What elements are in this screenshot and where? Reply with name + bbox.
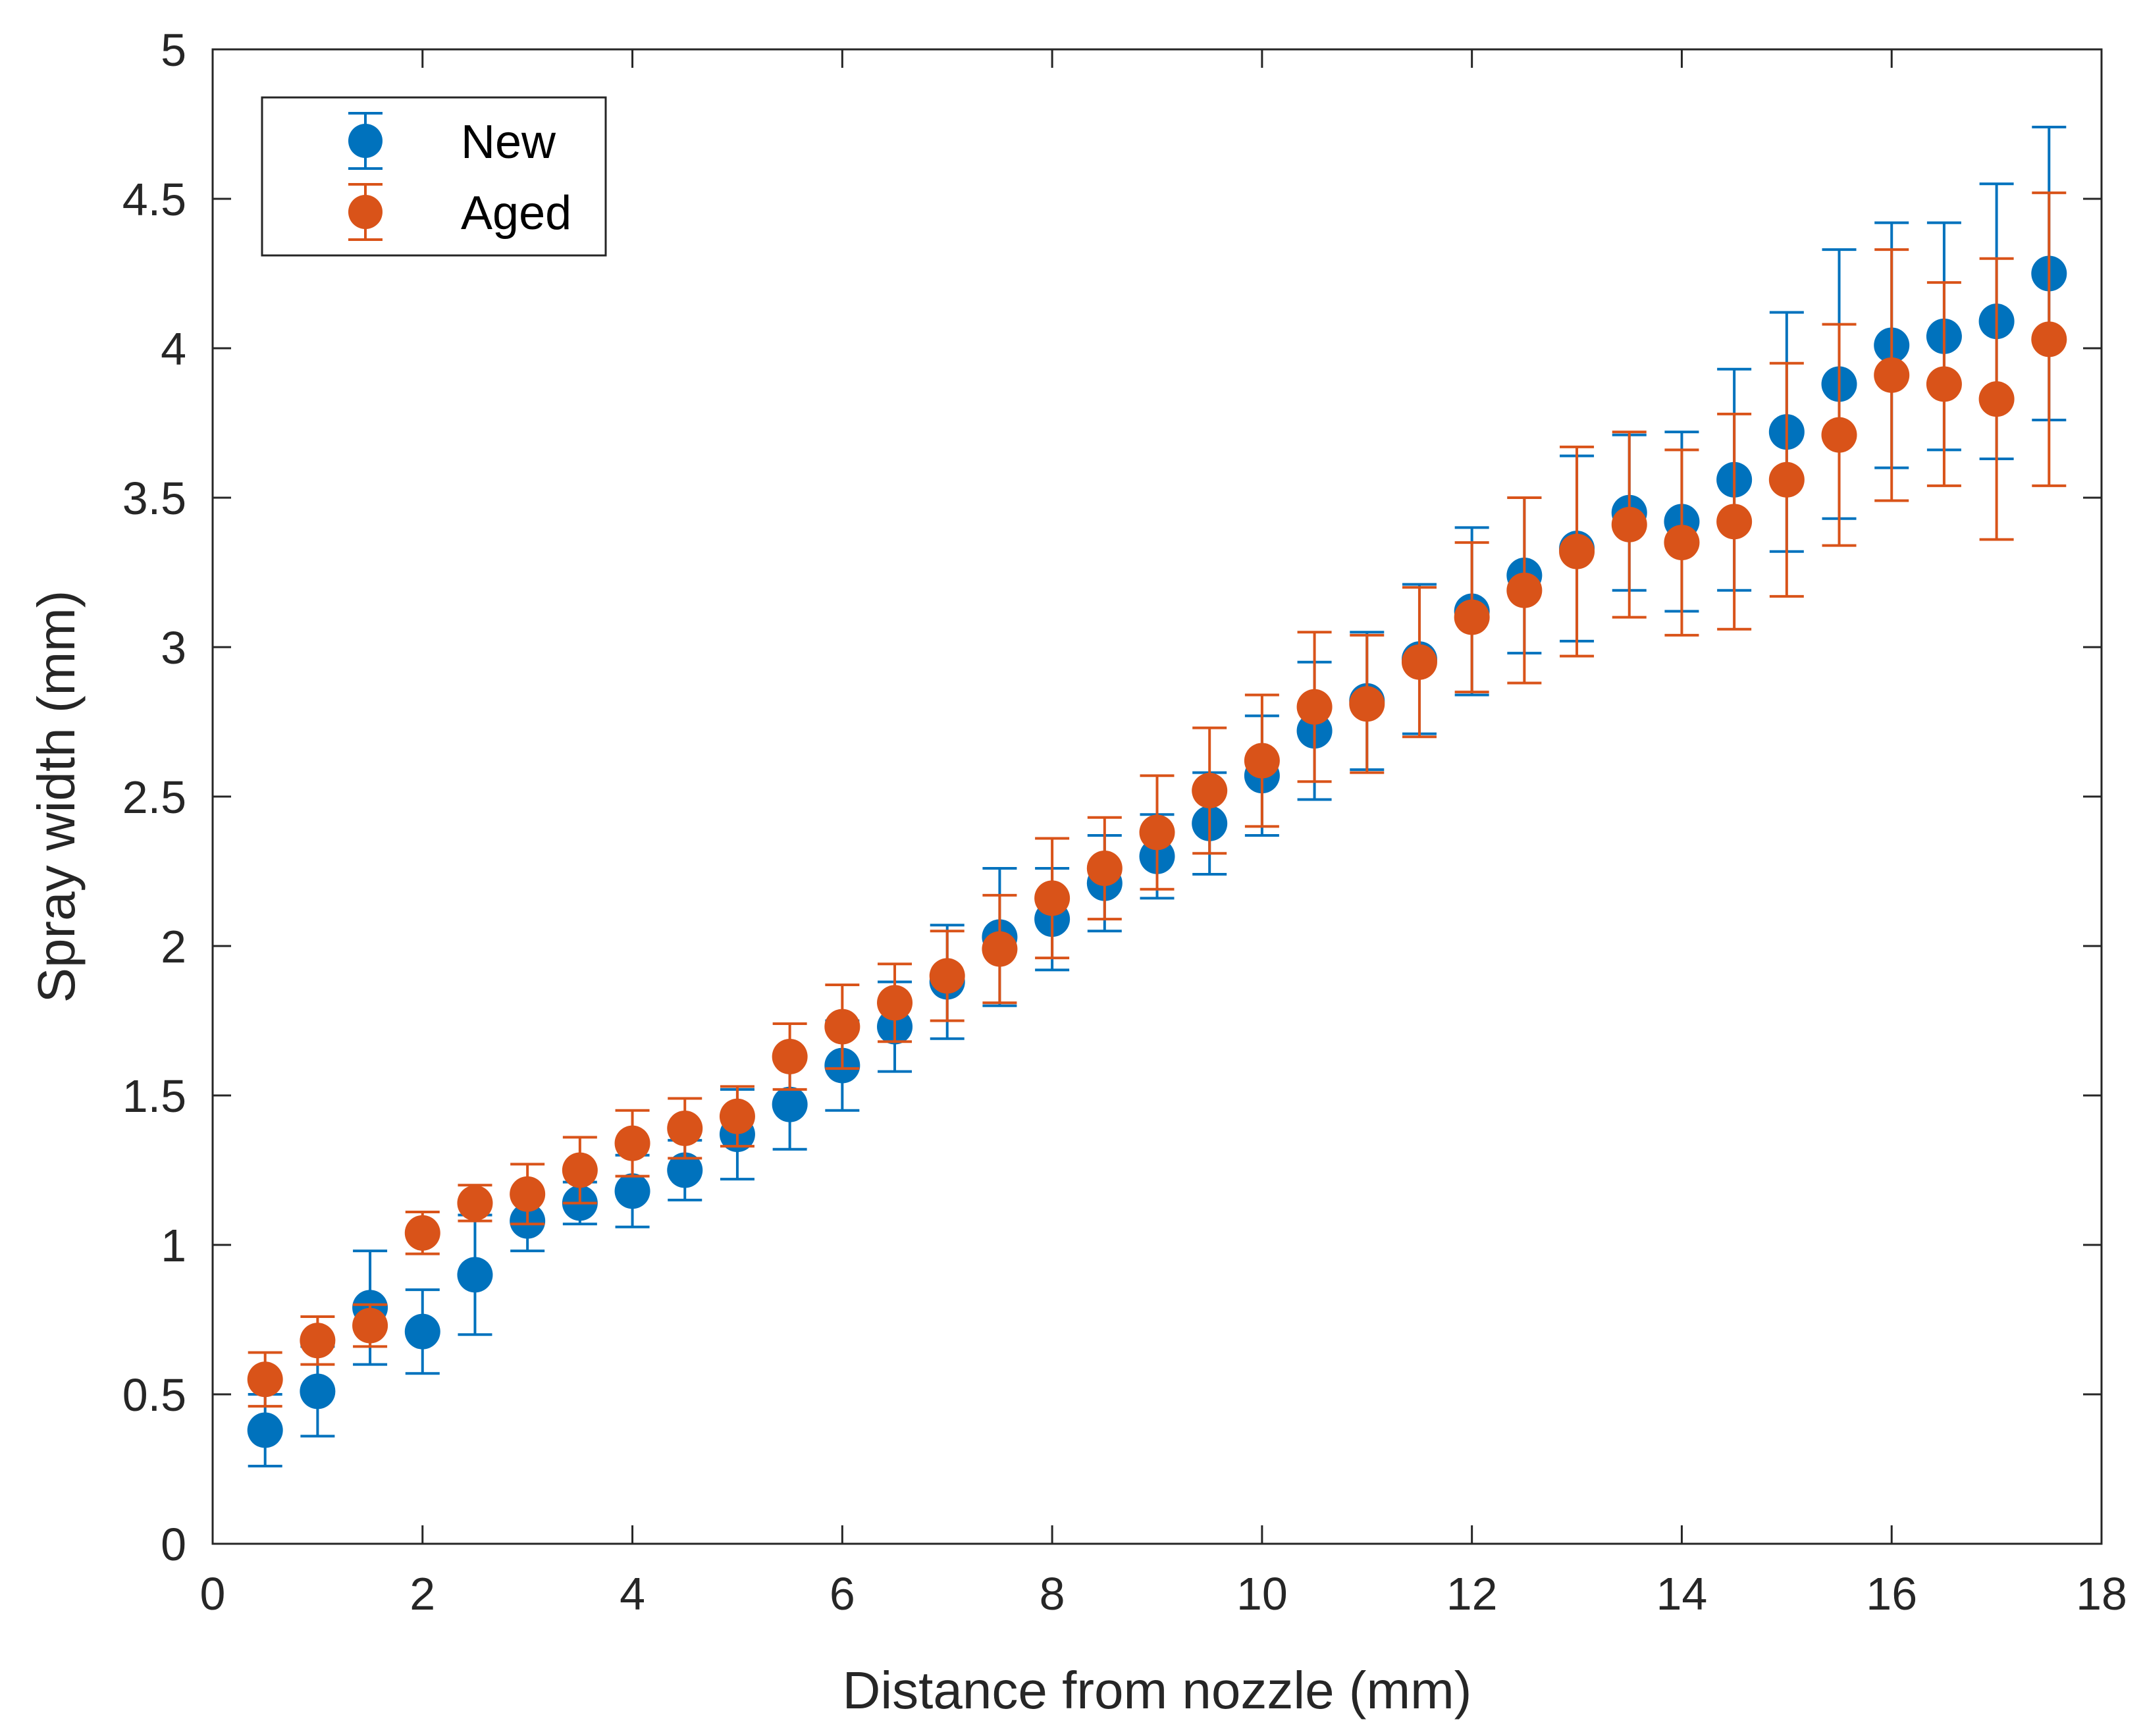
data-point <box>247 1412 283 1448</box>
data-point <box>772 1038 808 1074</box>
data-point <box>929 958 965 994</box>
data-point <box>614 1125 650 1161</box>
data-point <box>457 1257 493 1293</box>
y-tick-label: 3.5 <box>122 473 186 524</box>
data-point <box>1768 461 1805 498</box>
y-axis-label: Spray width (mm) <box>27 591 86 1003</box>
data-point <box>667 1152 703 1188</box>
data-point <box>1244 743 1280 779</box>
y-tick-label: 0.5 <box>122 1369 186 1421</box>
data-point <box>404 1215 440 1251</box>
legend-marker <box>348 124 383 158</box>
data-point <box>1139 814 1175 851</box>
data-point <box>562 1152 598 1188</box>
data-point <box>300 1373 336 1409</box>
data-point <box>772 1086 808 1122</box>
data-point <box>1086 850 1123 886</box>
legend-label-aged: Aged <box>461 187 571 240</box>
y-tick-label: 4.5 <box>122 174 186 225</box>
data-point <box>1296 689 1333 725</box>
data-point <box>1559 533 1595 569</box>
data-point <box>510 1176 546 1212</box>
data-point <box>1401 644 1437 680</box>
x-tick-label: 6 <box>830 1568 855 1619</box>
data-point <box>1454 599 1490 635</box>
data-point <box>2031 321 2067 357</box>
axes: 0 2 4 6 8 10 12 14 16 18 0 0.5 1 1.5 2 2.5 3 3.5 4 4.5 5 <box>122 24 2127 1619</box>
data-point <box>1034 880 1071 916</box>
data-point <box>614 1173 650 1209</box>
x-tick-label: 14 <box>1656 1568 1708 1619</box>
data-point <box>352 1307 388 1344</box>
data-point <box>667 1110 703 1146</box>
data-point <box>404 1313 440 1350</box>
x-axis-label: Distance from nozzle (mm) <box>843 1661 1472 1720</box>
data-point <box>1874 357 1910 393</box>
y-tick-label: 1.5 <box>122 1070 186 1122</box>
data-point <box>1506 572 1543 608</box>
x-tick-label: 16 <box>1866 1568 1917 1619</box>
y-tick-label: 5 <box>161 24 186 76</box>
x-tick-label: 4 <box>620 1568 645 1619</box>
data-point <box>1349 686 1385 722</box>
legend-label-new: New <box>461 116 556 169</box>
data-point <box>1192 772 1228 808</box>
x-tick-label: 0 <box>200 1568 226 1619</box>
legend-marker <box>348 195 383 229</box>
data-point <box>1978 381 2015 417</box>
legend: New Aged <box>261 96 607 257</box>
plot-area <box>247 126 2067 1467</box>
data-point <box>457 1185 493 1221</box>
legend-entry-aged: Aged <box>348 183 571 241</box>
legend-box <box>261 96 607 257</box>
data-point <box>1611 506 1647 542</box>
series-aged <box>247 191 2067 1408</box>
data-point <box>877 985 913 1021</box>
x-tick-label: 8 <box>1040 1568 1065 1619</box>
y-tick-label: 3 <box>161 622 186 673</box>
legend-entry-new: New <box>348 112 556 170</box>
data-point <box>1664 525 1700 561</box>
data-point <box>1821 417 1857 453</box>
data-point <box>300 1323 336 1359</box>
x-tick-label: 12 <box>1446 1568 1498 1619</box>
data-point <box>824 1009 860 1045</box>
data-point <box>982 931 1018 967</box>
y-tick-label: 2 <box>161 921 186 972</box>
data-point <box>719 1098 755 1134</box>
data-point <box>1926 366 1962 402</box>
data-point <box>247 1361 283 1398</box>
x-tick-label: 18 <box>2076 1568 2127 1619</box>
y-tick-label: 4 <box>161 323 186 375</box>
y-tick-label: 2.5 <box>122 772 186 823</box>
data-point <box>1716 504 1753 540</box>
x-tick-label: 2 <box>410 1568 435 1619</box>
y-tick-label: 1 <box>161 1220 186 1271</box>
y-tick-label: 0 <box>161 1519 186 1570</box>
x-tick-label: 10 <box>1236 1568 1288 1619</box>
